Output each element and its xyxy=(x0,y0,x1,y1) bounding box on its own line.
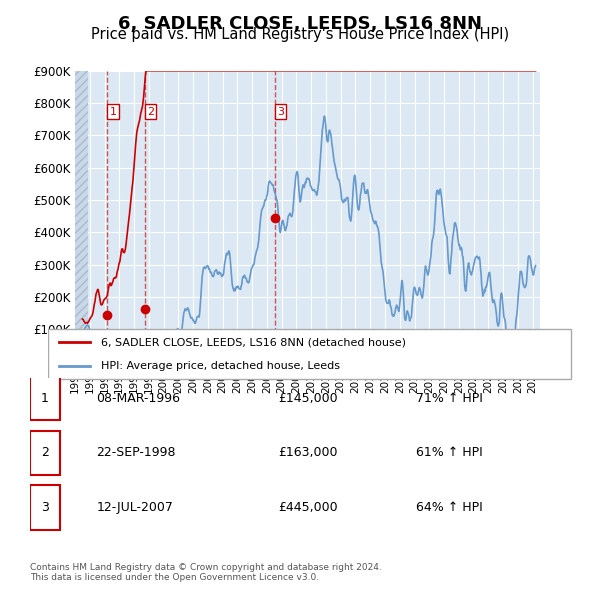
Text: 3: 3 xyxy=(41,501,49,514)
6, SADLER CLOSE, LEEDS, LS16 8NN (detached house) xyxy=(79,316,86,323)
Text: 6, SADLER CLOSE, LEEDS, LS16 8NN (detached house): 6, SADLER CLOSE, LEEDS, LS16 8NN (detach… xyxy=(101,337,406,348)
FancyBboxPatch shape xyxy=(30,376,61,420)
Line: 6, SADLER CLOSE, LEEDS, LS16 8NN (detached house): 6, SADLER CLOSE, LEEDS, LS16 8NN (detach… xyxy=(82,71,536,323)
6, SADLER CLOSE, LEEDS, LS16 8NN (detached house) xyxy=(470,67,478,74)
Text: 12-JUL-2007: 12-JUL-2007 xyxy=(96,501,173,514)
Text: Price paid vs. HM Land Registry's House Price Index (HPI): Price paid vs. HM Land Registry's House … xyxy=(91,27,509,41)
Text: 2: 2 xyxy=(41,447,49,460)
Text: HPI: Average price, detached house, Leeds: HPI: Average price, detached house, Leed… xyxy=(101,360,340,371)
HPI: Average price, detached house, Leeds: (2.03e+03, 2.97e+05): Average price, detached house, Leeds: (2… xyxy=(532,262,539,269)
Text: 08-MAR-1996: 08-MAR-1996 xyxy=(96,392,180,405)
Text: 3: 3 xyxy=(277,107,284,116)
Text: This data is licensed under the Open Government Licence v3.0.: This data is licensed under the Open Gov… xyxy=(30,573,319,582)
FancyBboxPatch shape xyxy=(30,486,61,530)
FancyBboxPatch shape xyxy=(30,431,61,475)
6, SADLER CLOSE, LEEDS, LS16 8NN (detached house) xyxy=(368,67,376,74)
Text: 61% ↑ HPI: 61% ↑ HPI xyxy=(416,447,483,460)
Text: £145,000: £145,000 xyxy=(278,392,338,405)
6, SADLER CLOSE, LEEDS, LS16 8NN (detached house) xyxy=(355,67,362,74)
Text: 22-SEP-1998: 22-SEP-1998 xyxy=(96,447,176,460)
Text: 1: 1 xyxy=(110,107,116,116)
HPI: Average price, detached house, Leeds: (2.01e+03, 4.72e+05): Average price, detached house, Leeds: (2… xyxy=(355,205,362,212)
Text: 2: 2 xyxy=(147,107,154,116)
6, SADLER CLOSE, LEEDS, LS16 8NN (detached house) xyxy=(424,67,431,74)
Text: 6, SADLER CLOSE, LEEDS, LS16 8NN: 6, SADLER CLOSE, LEEDS, LS16 8NN xyxy=(118,15,482,33)
HPI: Average price, detached house, Leeds: (2.01e+03, 7.6e+05): Average price, detached house, Leeds: (2… xyxy=(321,113,328,120)
HPI: Average price, detached house, Leeds: (2.02e+03, 0): Average price, detached house, Leeds: (2… xyxy=(504,358,511,365)
Text: £445,000: £445,000 xyxy=(278,501,338,514)
FancyBboxPatch shape xyxy=(48,329,571,379)
HPI: Average price, detached house, Leeds: (2.01e+03, 4.57e+05): Average price, detached house, Leeds: (2… xyxy=(368,211,375,218)
6, SADLER CLOSE, LEEDS, LS16 8NN (detached house) xyxy=(532,67,539,74)
HPI: Average price, detached house, Leeds: (2.02e+03, 2.93e+05): Average price, detached house, Leeds: (2… xyxy=(470,264,477,271)
Text: 64% ↑ HPI: 64% ↑ HPI xyxy=(416,501,483,514)
Text: Contains HM Land Registry data © Crown copyright and database right 2024.: Contains HM Land Registry data © Crown c… xyxy=(30,563,382,572)
HPI: Average price, detached house, Leeds: (2e+03, 2.54e+04): Average price, detached house, Leeds: (2… xyxy=(107,350,114,357)
Line: HPI: Average price, detached house, Leeds: HPI: Average price, detached house, Leed… xyxy=(82,116,536,362)
HPI: Average price, detached house, Leeds: (2.02e+03, 2.84e+05): Average price, detached house, Leeds: (2… xyxy=(423,266,430,273)
Bar xyxy=(75,71,88,362)
6, SADLER CLOSE, LEEDS, LS16 8NN (detached house) xyxy=(84,320,91,327)
6, SADLER CLOSE, LEEDS, LS16 8NN (detached house) xyxy=(107,281,115,289)
HPI: Average price, detached house, Leeds: (1.99e+03, 8.85e+04): Average price, detached house, Leeds: (1… xyxy=(79,329,86,336)
HPI: Average price, detached house, Leeds: (2.01e+03, 5.04e+05): Average price, detached house, Leeds: (2… xyxy=(343,195,350,202)
Text: 1: 1 xyxy=(41,392,49,405)
6, SADLER CLOSE, LEEDS, LS16 8NN (detached house) xyxy=(143,67,150,74)
6, SADLER CLOSE, LEEDS, LS16 8NN (detached house) xyxy=(343,67,350,74)
Text: 71% ↑ HPI: 71% ↑ HPI xyxy=(416,392,483,405)
Text: £163,000: £163,000 xyxy=(278,447,338,460)
